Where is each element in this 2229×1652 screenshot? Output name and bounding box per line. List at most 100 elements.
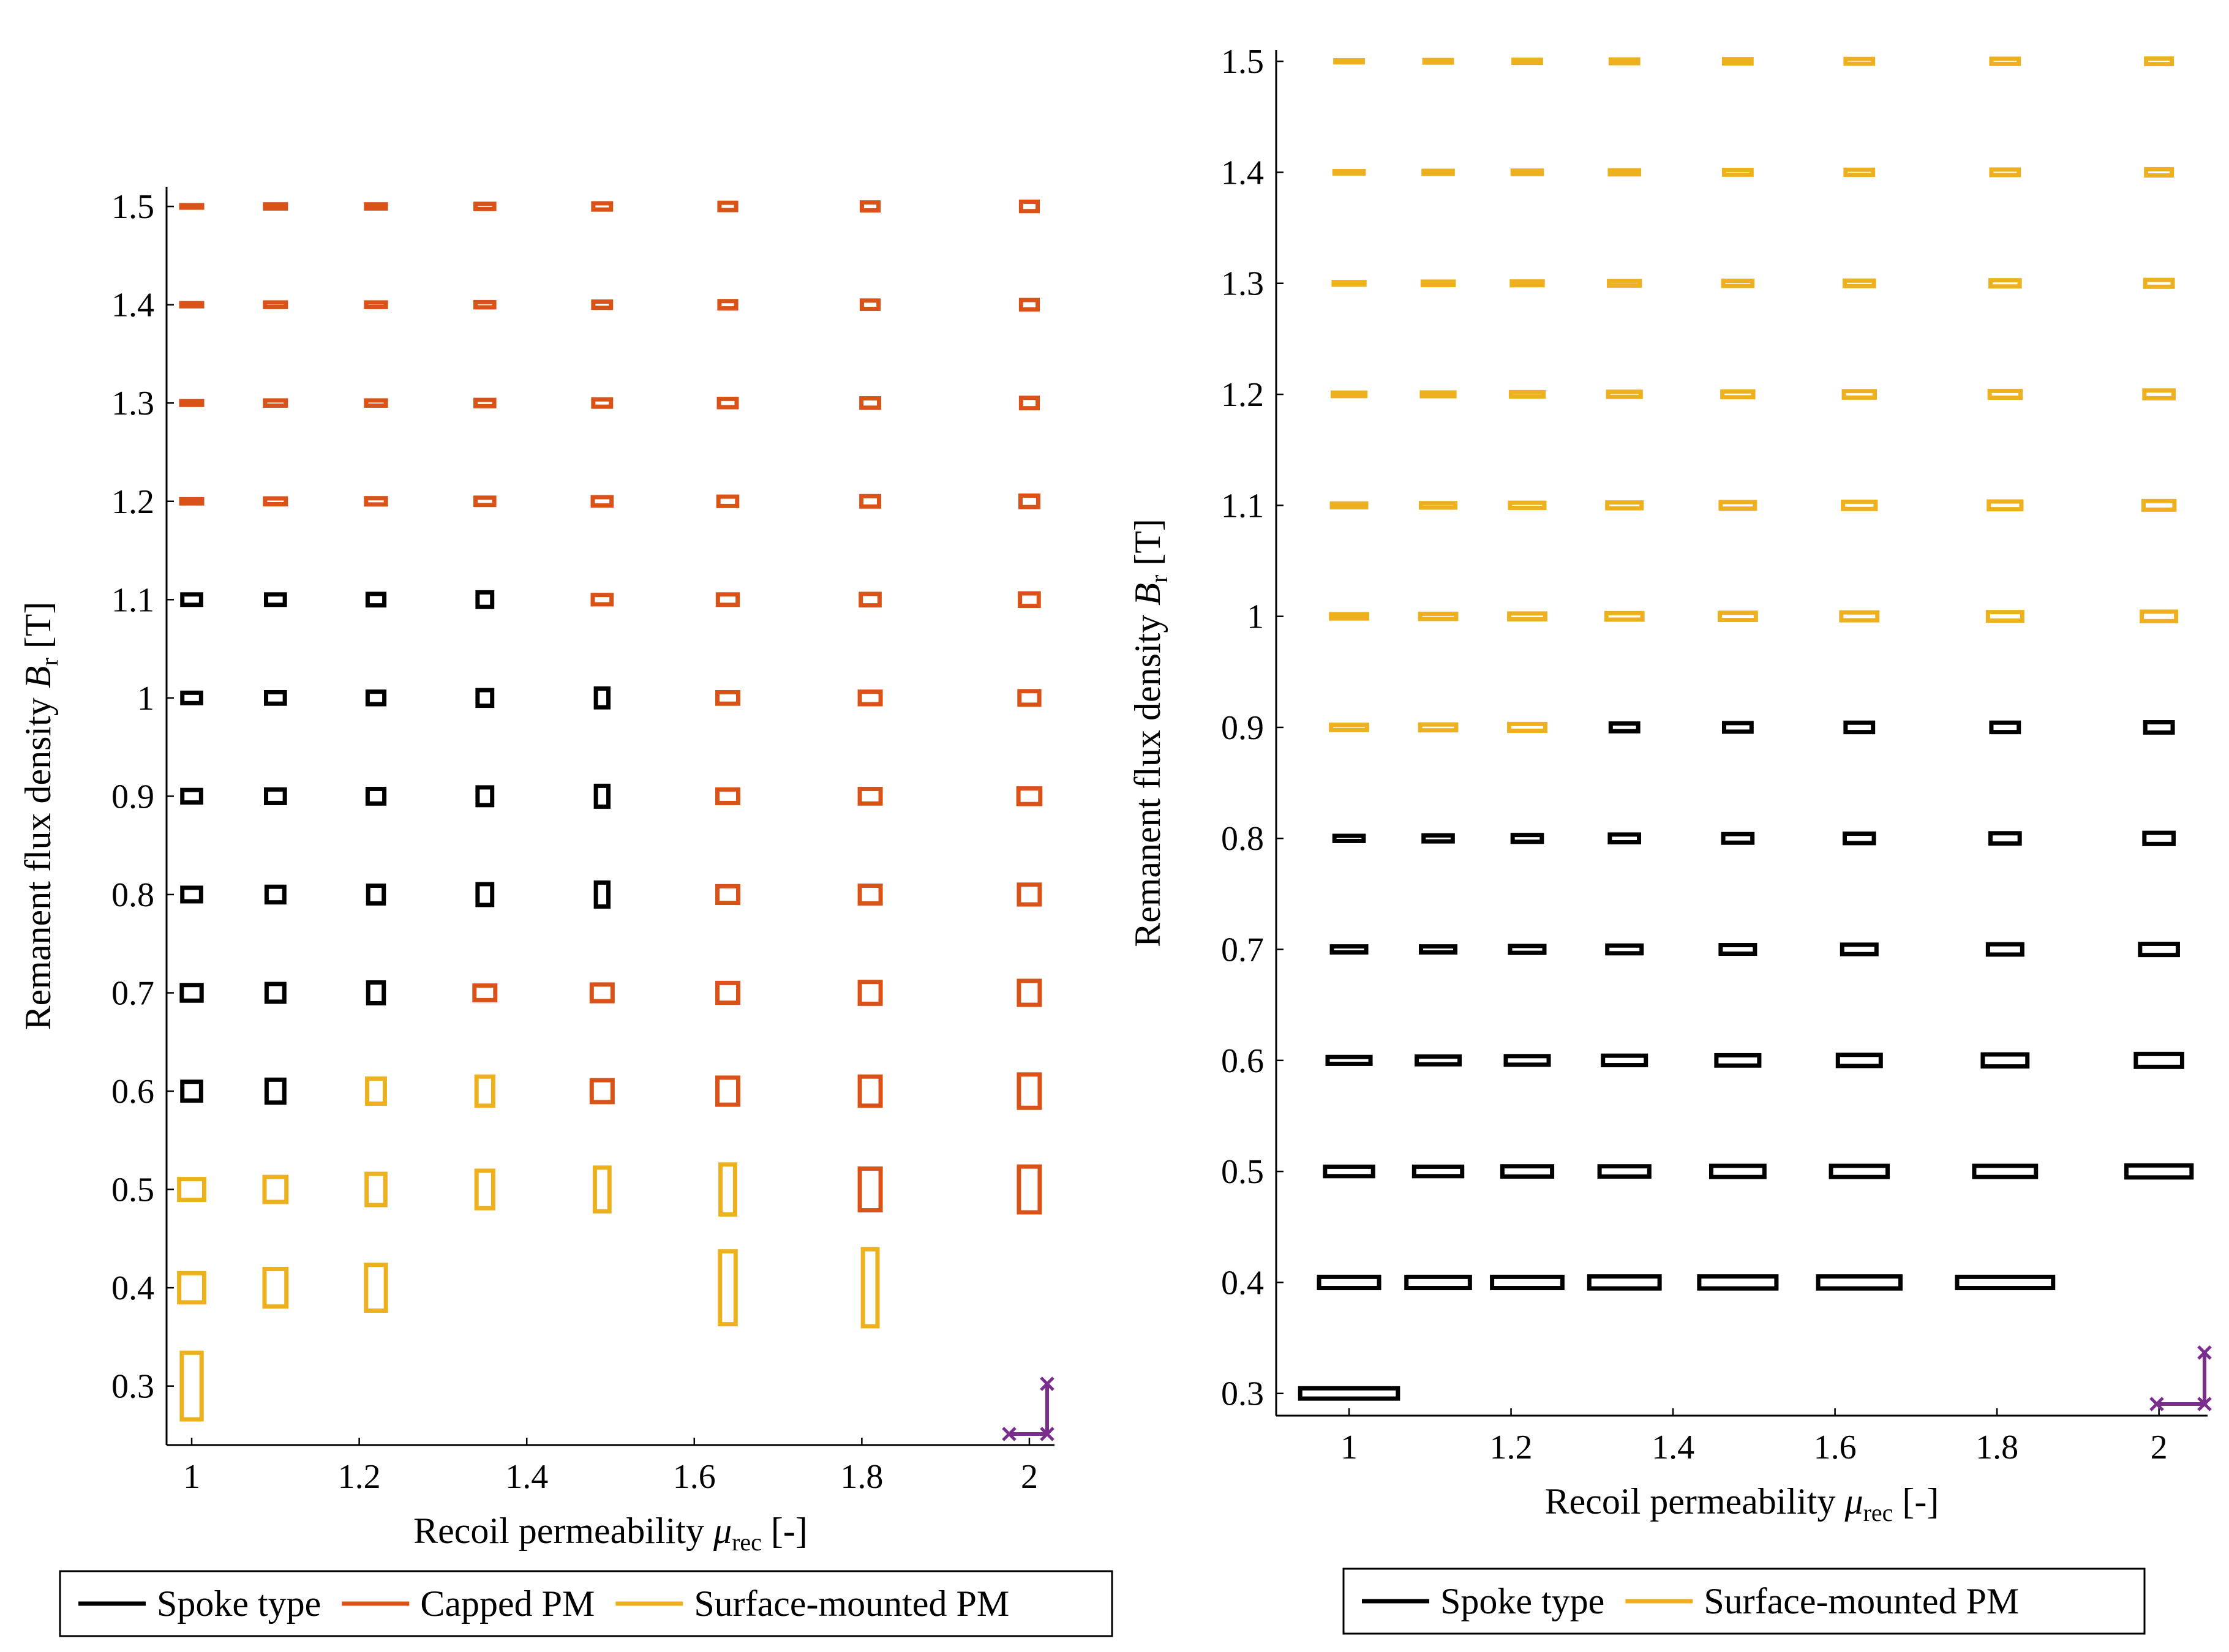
data-marker-capped-pm [715,689,741,706]
data-marker-spoke-type [1835,1053,1883,1068]
data-marker-spoke-type [1317,1274,1381,1291]
data-marker-capped-pm [589,982,615,1004]
data-marker-spoke-type [475,590,495,609]
data-marker-spoke-type [475,785,495,808]
data-marker-spoke-type [1708,1163,1767,1179]
data-marker-surface-mounted-pm [1841,389,1877,400]
chart-left: 0.3 0.4 0.5 0.6 0.7 0.8 0.9 1 1.1 1.2 1.3 1.4 1.5 1 1.… [18,187,1054,1556]
y-tick-label: 0.5 [111,1171,154,1209]
y-tick-label: 0.9 [1221,709,1264,747]
data-marker-spoke-type [365,786,387,806]
legend-label: Capped PM [420,1583,595,1624]
data-marker-surface-mounted-pm [1329,723,1369,732]
data-marker-spoke-type [1843,720,1876,735]
data-marker-capped-pm [473,495,497,508]
scale-indicator-cross [1040,1376,1054,1391]
data-marker-surface-mounted-pm [262,1174,289,1204]
data-marker-spoke-type [1816,1274,1903,1291]
data-marker-capped-pm [589,1078,615,1105]
scale-indicator-cross [1040,1427,1054,1441]
data-marker-surface-mounted-pm [1329,612,1369,621]
data-marker-surface-mounted-pm [860,1247,880,1329]
data-marker-spoke-type [475,882,495,907]
x-axis-title: Recoil permeability μrec [-] [1545,1481,1939,1526]
data-marker-capped-pm [857,786,883,806]
data-marker-surface-mounted-pm [1419,501,1458,510]
data-marker-surface-mounted-pm [718,1162,737,1217]
data-marker-spoke-type [1608,721,1641,734]
data-marker-surface-mounted-pm [1418,611,1459,621]
data-marker-capped-pm [857,980,883,1006]
y-axis-title: Remanent flux density Br [T] [1127,519,1173,947]
data-marker-surface-mounted-pm [1987,388,2023,400]
data-marker-spoke-type [2138,941,2180,958]
data-marker-surface-mounted-pm [1330,390,1368,399]
x-tick-label: 1 [183,1458,200,1496]
data-marker-spoke-type [264,1077,287,1105]
data-marker-spoke-type [180,690,203,705]
data-marker-capped-pm [859,396,882,410]
x-tick-label: 2 [1021,1458,1038,1496]
x-tick-label: 1.6 [673,1458,716,1496]
x-tick-label: 1.8 [840,1458,883,1496]
data-marker-spoke-type [593,783,611,809]
data-marker-surface-mounted-pm [2141,498,2177,512]
y-tick-label: 0.4 [1221,1264,1264,1302]
y-tick-label: 0.6 [1221,1042,1264,1080]
data-marker-surface-mounted-pm [2142,388,2176,400]
data-marker-spoke-type [1411,1164,1465,1179]
data-marker-spoke-type [180,1079,203,1103]
legend-label: Surface-mounted PM [694,1583,1009,1624]
data-marker-spoke-type [1985,942,2024,957]
data-marker-capped-pm [1017,978,1042,1007]
data-marker-capped-pm [859,591,882,608]
data-marker-surface-mounted-pm [1843,167,1876,178]
data-marker-spoke-type [593,686,611,710]
data-marker-surface-mounted-pm [1422,58,1454,65]
scale-indicator [1002,1376,1054,1441]
data-marker-spoke-type [1421,833,1455,844]
data-marker-capped-pm [1017,1072,1042,1110]
data-marker-spoke-type [1323,1164,1375,1179]
y-tick-label: 1.1 [1221,487,1264,525]
data-marker-spoke-type [1980,1052,2030,1069]
data-marker-capped-pm [1018,591,1041,608]
data-marker-spoke-type [1988,831,2022,846]
y-tick-label: 1.4 [111,287,154,325]
data-marker-capped-pm [590,495,614,508]
data-marker-surface-mounted-pm [1717,610,1758,623]
y-tick-label: 1.1 [111,581,154,619]
data-marker-capped-pm [473,201,497,211]
data-marker-spoke-type [2142,830,2176,846]
data-marker-capped-pm [179,301,205,309]
data-marker-surface-mounted-pm [1843,56,1876,66]
data-marker-spoke-type [1419,944,1458,955]
data-marker-surface-mounted-pm [365,1076,387,1106]
x-tick-label: 1.6 [1814,1429,1857,1466]
data-marker-capped-pm [859,494,882,509]
y-tick-label: 0.7 [1221,931,1264,969]
data-marker-spoke-type [1721,721,1754,734]
data-marker-capped-pm [859,298,881,311]
data-marker-surface-mounted-pm [1508,389,1546,399]
data-marker-capped-pm [1018,396,1040,411]
data-marker-spoke-type [1697,1274,1779,1291]
data-marker-spoke-type [1714,1053,1762,1068]
data-marker-surface-mounted-pm [1987,499,2024,512]
data-marker-capped-pm [1018,493,1040,509]
data-marker-capped-pm [1018,298,1040,312]
data-marker-capped-pm [1016,786,1043,806]
data-marker-capped-pm [364,398,388,408]
data-marker-surface-mounted-pm [1421,168,1455,176]
chart-right: 0.3 0.4 0.5 0.6 0.7 0.8 0.9 1 1.1 1.2 1.3 1.4 1.5 1 1.… [1127,43,2212,1526]
data-marker-capped-pm [715,787,741,805]
data-marker-surface-mounted-pm [2143,277,2175,289]
data-marker-surface-mounted-pm [1509,279,1545,288]
data-marker-spoke-type [2133,1051,2184,1069]
data-marker-spoke-type [1415,1054,1462,1067]
data-marker-surface-mounted-pm [1510,168,1544,176]
data-marker-surface-mounted-pm [1419,390,1457,399]
scale-indicator-cross [2197,1345,2212,1360]
data-marker-spoke-type [1972,1163,2039,1179]
data-marker-spoke-type [1955,1274,2056,1291]
